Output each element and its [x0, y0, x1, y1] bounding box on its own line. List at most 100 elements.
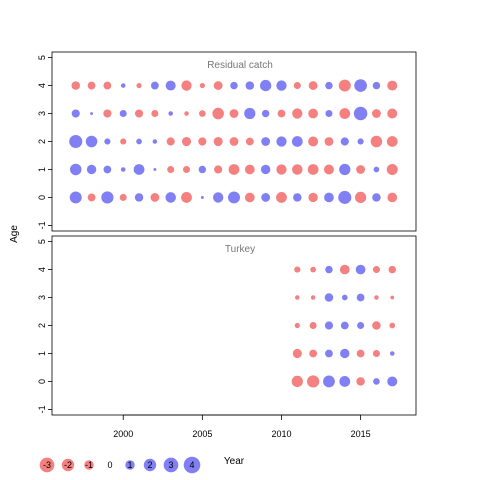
residual-bubble: [228, 164, 240, 175]
panel-turkey: Turkey -1 0 1 2 3 4 5: [37, 235, 417, 416]
residual-bubble: [292, 348, 302, 359]
residual-bubble: [325, 81, 333, 90]
residual-bubble: [372, 266, 380, 274]
residual-bubble: [244, 107, 256, 120]
residual-bubble: [69, 134, 83, 149]
residual-bubble: [165, 80, 176, 91]
residual-bubble: [168, 111, 173, 116]
residual-bubble: [212, 107, 224, 120]
residual-bubble: [228, 191, 240, 204]
legend-bubble: [61, 458, 75, 472]
residual-bubble: [372, 193, 381, 202]
residual-bubble: [166, 137, 175, 146]
legend-label: -3: [43, 460, 51, 470]
x-tick-label: 2015: [351, 429, 371, 439]
legend-label: 2: [147, 460, 152, 470]
legend-label: 1: [127, 460, 132, 470]
residual-bubble: [291, 375, 303, 388]
residual-bubble: [277, 109, 286, 118]
residual-bubble: [69, 191, 82, 204]
residual-bubble: [310, 266, 316, 273]
residual-bubble: [325, 110, 333, 118]
y-tick-label: 0: [37, 379, 47, 384]
residual-bubble: [323, 375, 335, 388]
residual-bubble: [357, 138, 364, 145]
x-axis-title: Year: [224, 456, 245, 467]
y-tick-label: 0: [37, 195, 47, 200]
panel-title: Residual catch: [207, 60, 273, 71]
residual-bubble: [338, 79, 351, 92]
residual-bubble: [386, 163, 398, 175]
residual-bubble: [276, 192, 287, 203]
y-tick-label: 4: [37, 267, 47, 272]
residual-bubble: [292, 164, 303, 175]
residual-bubble: [373, 378, 380, 385]
residual-bubble: [356, 377, 365, 386]
residual-bubble: [372, 349, 380, 357]
residual-bubble: [353, 106, 368, 121]
legend-bubble: [163, 457, 179, 473]
residual-bubble: [133, 164, 145, 175]
residual-bubble: [103, 81, 112, 90]
residual-bubble: [119, 110, 127, 118]
residual-bubble: [152, 139, 158, 144]
residual-bubble: [374, 295, 379, 300]
residual-bubble: [87, 193, 96, 202]
x-tick-label: 2005: [192, 429, 212, 439]
residual-bubble: [356, 165, 366, 174]
legend: -3 -2 -1 0 1 2 3 4: [39, 456, 201, 474]
residual-bubble: [120, 167, 126, 172]
residual-bubble: [372, 81, 381, 90]
y-tick-label: 5: [37, 55, 47, 60]
residual-bubble: [355, 264, 366, 275]
legend-bubble: [143, 458, 157, 472]
residual-bubble: [87, 81, 96, 90]
residual-bubble: [308, 81, 318, 90]
residual-bubble: [230, 81, 238, 90]
y-tick-label: 1: [37, 167, 47, 172]
residual-bubble: [136, 82, 142, 89]
residual-bubble: [276, 80, 287, 91]
residual-bubble: [181, 80, 192, 91]
residual-bubble: [184, 111, 189, 116]
residual-bubble: [339, 108, 351, 119]
y-tick-label: 2: [37, 323, 47, 328]
residual-bubble: [325, 349, 333, 358]
residual-bubble: [199, 110, 206, 117]
residual-bubble: [200, 195, 204, 199]
residual-bubble: [261, 193, 271, 202]
residual-bubble: [71, 109, 80, 118]
residual-bubble: [389, 351, 395, 356]
residual-bubble: [261, 137, 271, 146]
residual-bubble: [90, 112, 94, 115]
residual-bubble: [85, 135, 98, 148]
residual-bubble: [150, 81, 159, 90]
residual-bubble: [213, 81, 223, 90]
legend-label: -2: [64, 460, 72, 470]
y-tick-label: 1: [37, 351, 47, 356]
y-tick-label: 3: [37, 295, 47, 300]
residual-bubble: [119, 193, 127, 201]
panel-residual-catch: Residual catch -1 0 1 2 3 4 5: [37, 51, 417, 232]
residual-bubble: [308, 192, 318, 203]
residual-bubble: [183, 165, 191, 173]
residual-bubble: [244, 164, 255, 175]
residual-bubble: [324, 137, 334, 146]
legend-bubble: [183, 456, 201, 474]
residual-bubble: [134, 193, 144, 202]
residual-bubble: [323, 164, 334, 175]
residual-bubble: [340, 321, 349, 330]
residual-bubble: [325, 265, 333, 274]
residual-bubble: [69, 163, 82, 176]
residual-bubble: [260, 164, 271, 175]
y-tick-label: 5: [37, 239, 47, 244]
residual-bubble: [199, 82, 205, 89]
residual-bubble: [324, 321, 334, 330]
residual-bubble: [245, 81, 255, 90]
residual-bubble: [103, 109, 112, 118]
legend-bubble: [125, 460, 135, 470]
residual-bubble: [71, 81, 80, 90]
residual-bubble: [310, 295, 316, 300]
residual-bubble: [104, 138, 111, 145]
residual-bubble: [244, 192, 255, 203]
